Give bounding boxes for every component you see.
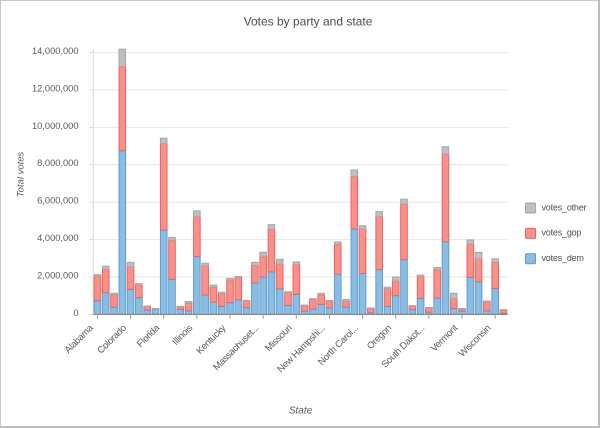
svg-text:Votes by party and state: Votes by party and state	[244, 15, 373, 29]
svg-text:votes_gop: votes_gop	[542, 228, 582, 238]
svg-text:14,000,000: 14,000,000	[32, 46, 79, 56]
svg-text:8,000,000: 8,000,000	[37, 158, 78, 168]
svg-text:2,000,000: 2,000,000	[37, 270, 78, 280]
svg-text:6,000,000: 6,000,000	[37, 196, 78, 206]
svg-text:12,000,000: 12,000,000	[32, 83, 79, 93]
svg-text:votes_other: votes_other	[542, 202, 587, 212]
svg-text:Total votes: Total votes	[16, 151, 27, 197]
svg-text:10,000,000: 10,000,000	[32, 121, 79, 131]
svg-text:votes_dem: votes_dem	[542, 253, 584, 263]
svg-text:State: State	[289, 406, 313, 417]
svg-text:4,000,000: 4,000,000	[37, 233, 78, 243]
svg-text:0: 0	[73, 308, 78, 318]
